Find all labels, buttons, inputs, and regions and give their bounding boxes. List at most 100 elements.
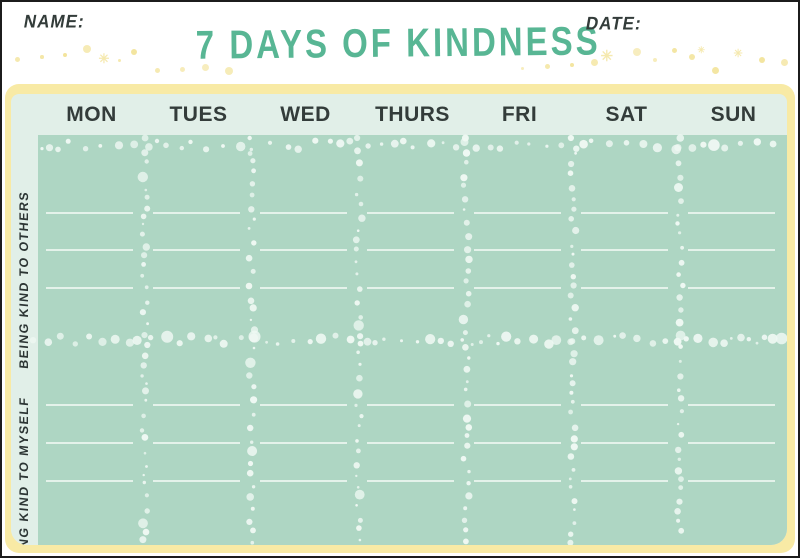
day-header-fri: FRI (501, 102, 538, 126)
sparkle-dot-icon (131, 49, 137, 55)
cell-myself-sun[interactable] (680, 340, 787, 545)
writing-line (367, 480, 454, 482)
section-label-strip: BEING KIND TO OTHERS BEING KIND TO MYSEL… (11, 135, 38, 545)
writing-line (581, 287, 668, 289)
writing-line (474, 287, 561, 289)
day-header-wed: WED (280, 102, 331, 126)
day-header-mon: MON (66, 102, 117, 126)
cell-others-wed[interactable] (252, 135, 359, 340)
writing-line (367, 404, 454, 406)
writing-line (474, 442, 561, 444)
date-label: DATE: (584, 13, 644, 34)
writing-line (367, 249, 454, 251)
cell-myself-wed[interactable] (252, 340, 359, 545)
cell-others-tues[interactable] (145, 135, 252, 340)
writing-line (474, 249, 561, 251)
sparkle-star-icon: ✳ (733, 47, 743, 60)
writing-line (581, 442, 668, 444)
writing-line (688, 480, 775, 482)
writing-line (46, 212, 133, 214)
worksheet-header: NAME: 7 DAYS OF KINDNESS DATE: ✳ ✳ ✳ ✳ (2, 2, 798, 84)
cell-myself-tues[interactable] (145, 340, 252, 545)
sparkle-dot-icon (689, 54, 695, 60)
section-others (38, 135, 787, 340)
writing-line (688, 287, 775, 289)
sparkle-dot-icon (759, 57, 765, 63)
writing-line (46, 249, 133, 251)
day-header-sat: SAT (605, 102, 648, 126)
cell-myself-fri[interactable] (466, 340, 573, 545)
cell-others-thurs[interactable] (359, 135, 466, 340)
section-myself (38, 340, 787, 545)
writing-line (153, 404, 240, 406)
writing-line (153, 287, 240, 289)
sparkle-dot-icon (83, 45, 91, 53)
sparkle-dot-icon (633, 48, 641, 56)
sparkle-dot-icon (179, 66, 185, 72)
sparkle-dot-icon (63, 53, 67, 57)
day-header-sun: SUN (710, 102, 757, 126)
cell-myself-mon[interactable] (38, 340, 145, 545)
writing-line (474, 480, 561, 482)
writing-line (688, 442, 775, 444)
writing-line (46, 404, 133, 406)
sparkle-dot-icon (201, 63, 209, 71)
day-header-thurs: THURS (375, 102, 450, 126)
writing-line (260, 287, 347, 289)
cell-others-mon[interactable] (38, 135, 145, 340)
sparkle-dot-icon (544, 63, 550, 69)
day-header-row: MON TUES WED THURS FRI SAT SUN (38, 94, 787, 135)
cell-myself-thurs[interactable] (359, 340, 466, 545)
sparkle-dot-icon (671, 47, 677, 53)
writing-line (367, 212, 454, 214)
sparkle-dot-icon (14, 56, 20, 62)
sparkle-dot-icon (154, 67, 160, 73)
writing-line (367, 287, 454, 289)
calendar-grid (29, 134, 787, 545)
sparkle-dot-icon (711, 66, 719, 74)
writing-line (474, 404, 561, 406)
writing-line (153, 249, 240, 251)
sparkle-dot-icon (590, 58, 598, 66)
day-header-tues: TUES (169, 102, 228, 126)
writing-line (153, 480, 240, 482)
writing-line (46, 287, 133, 289)
writing-line (46, 442, 133, 444)
sparkle-dot-icon (520, 66, 524, 70)
cell-myself-sat[interactable] (573, 340, 680, 545)
writing-line (581, 249, 668, 251)
writing-line (260, 249, 347, 251)
writing-line (260, 480, 347, 482)
sparkle-dot-icon (570, 63, 574, 67)
writing-line (581, 404, 668, 406)
page-title: 7 DAYS OF KINDNESS (195, 17, 601, 68)
sparkle-star-icon: ✳ (697, 44, 706, 55)
writing-line (260, 442, 347, 444)
writing-line (581, 212, 668, 214)
sparkle-dot-icon (40, 55, 44, 59)
writing-line (581, 480, 668, 482)
date-field[interactable]: DATE: (584, 13, 736, 40)
writing-line (260, 212, 347, 214)
cell-others-fri[interactable] (466, 135, 573, 340)
writing-line (688, 404, 775, 406)
writing-line (367, 442, 454, 444)
name-label: NAME: (22, 11, 87, 32)
name-field[interactable]: NAME: (22, 11, 184, 38)
cell-others-sun[interactable] (680, 135, 787, 340)
section-label-myself: BEING KIND TO MYSELF (17, 395, 31, 545)
calendar-frame: MON TUES WED THURS FRI SAT SUN BEING KIND TO O… (5, 84, 795, 553)
writing-line (46, 480, 133, 482)
writing-line (474, 212, 561, 214)
sparkle-dot-icon (653, 58, 657, 62)
writing-line (260, 404, 347, 406)
sparkle-dot-icon (225, 67, 233, 75)
sparkle-star-icon: ✳ (600, 47, 614, 65)
sparkle-dot-icon (780, 58, 788, 66)
writing-line (153, 212, 240, 214)
sparkle-dot-icon (117, 58, 121, 62)
cell-others-sat[interactable] (573, 135, 680, 340)
writing-line (153, 442, 240, 444)
calendar-panel: MON TUES WED THURS FRI SAT SUN BEING KIND TO O… (11, 94, 787, 545)
